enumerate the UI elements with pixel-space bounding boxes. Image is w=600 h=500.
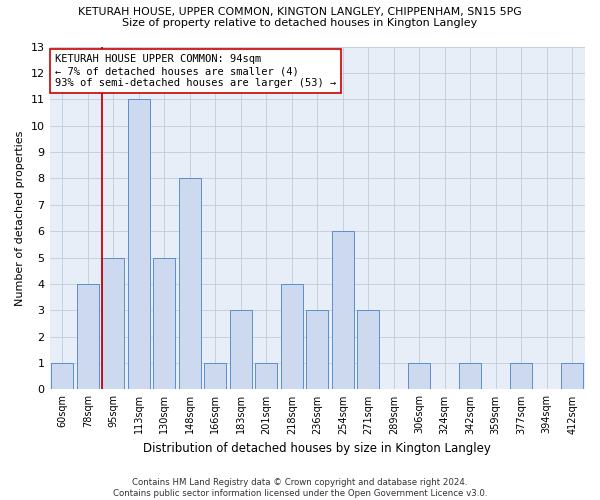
Bar	[77, 284, 98, 390]
Text: KETURAH HOUSE, UPPER COMMON, KINGTON LANGLEY, CHIPPENHAM, SN15 5PG: KETURAH HOUSE, UPPER COMMON, KINGTON LAN…	[78, 8, 522, 18]
Bar	[52, 363, 73, 390]
X-axis label: Distribution of detached houses by size in Kington Langley: Distribution of detached houses by size …	[143, 442, 491, 455]
Text: Size of property relative to detached houses in Kington Langley: Size of property relative to detached ho…	[122, 18, 478, 28]
Bar	[281, 284, 302, 390]
Bar	[103, 258, 124, 390]
Bar	[205, 363, 226, 390]
Y-axis label: Number of detached properties: Number of detached properties	[15, 130, 25, 306]
Bar	[511, 363, 532, 390]
Bar	[179, 178, 200, 390]
Bar	[409, 363, 430, 390]
Bar	[307, 310, 328, 390]
Text: Contains HM Land Registry data © Crown copyright and database right 2024.
Contai: Contains HM Land Registry data © Crown c…	[113, 478, 487, 498]
Bar	[562, 363, 583, 390]
Bar	[230, 310, 251, 390]
Bar	[332, 231, 353, 390]
Bar	[154, 258, 175, 390]
Text: KETURAH HOUSE UPPER COMMON: 94sqm
← 7% of detached houses are smaller (4)
93% of: KETURAH HOUSE UPPER COMMON: 94sqm ← 7% o…	[55, 54, 336, 88]
Bar	[256, 363, 277, 390]
Bar	[460, 363, 481, 390]
Bar	[128, 100, 149, 390]
Bar	[358, 310, 379, 390]
